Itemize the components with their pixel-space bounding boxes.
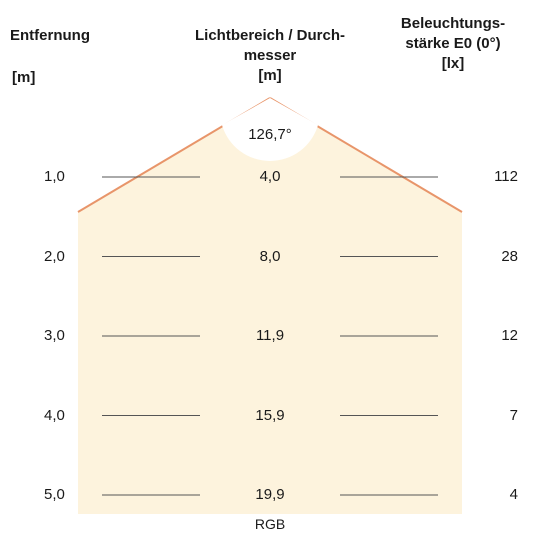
distance-value: 3,0: [44, 327, 65, 344]
illuminance-header: Beleuchtungs- stärke E0 (0°) [lx]: [378, 14, 528, 74]
illuminance-value: 4: [509, 486, 518, 503]
diameter-value: 8,0: [259, 247, 281, 265]
illuminance-header-line2: stärke E0 (0°): [405, 35, 501, 52]
illuminance-value: 7: [509, 406, 518, 424]
distance-value: 1,0: [44, 168, 65, 185]
illuminance-header-line1: Beleuchtungs-: [400, 15, 506, 32]
distance-value: 5,0: [44, 486, 65, 503]
diameter-value: 19,9: [255, 486, 285, 503]
diameter-value: 4,0: [259, 168, 281, 185]
caption-label: RGB: [254, 516, 286, 532]
illuminance-unit: [lx]: [441, 55, 465, 72]
diameter-header-line2: messer: [243, 47, 297, 64]
illuminance-value: 112: [494, 168, 518, 185]
diameter-header-line1: Lichtbereich / Durch-: [194, 27, 346, 44]
light-area: [78, 98, 462, 514]
diameter-unit: [m]: [258, 67, 282, 84]
angle-arc: [222, 98, 318, 161]
beam-angle-label: 126,7°: [248, 126, 292, 143]
distance-value: 4,0: [44, 406, 65, 424]
diameter-header: Lichtbereich / Durch- messer [m]: [180, 26, 360, 86]
distance-unit: [m]: [12, 69, 36, 86]
distance-header-label: Entfernung: [10, 27, 90, 44]
distance-header: Entfernung [m]: [10, 26, 90, 86]
distance-value: 2,0: [44, 247, 65, 265]
diameter-value: 11,9: [255, 327, 285, 344]
illuminance-value: 12: [501, 327, 518, 344]
diameter-value: 15,9: [255, 406, 285, 424]
illuminance-value: 28: [501, 247, 518, 265]
